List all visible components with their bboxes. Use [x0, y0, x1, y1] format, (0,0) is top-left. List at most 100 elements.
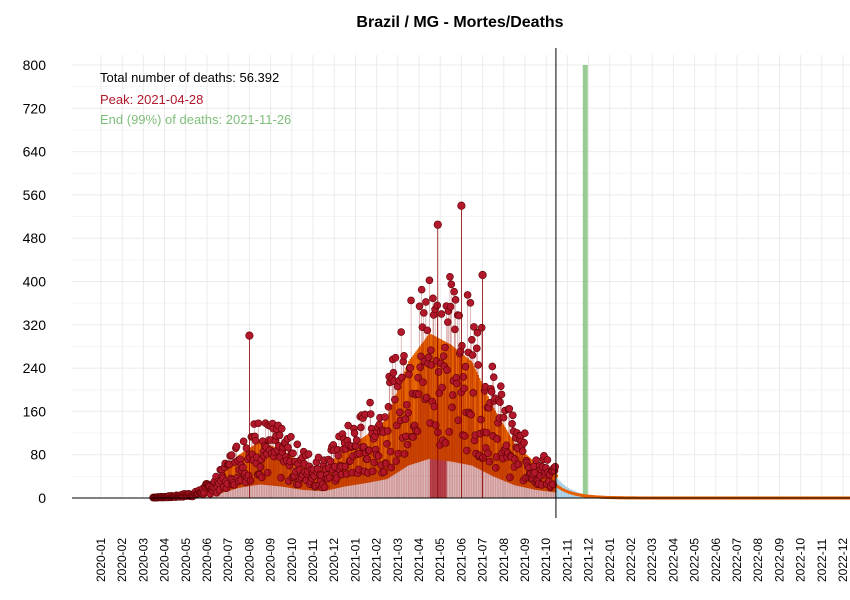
x-tick-label: 2020-09 [264, 538, 278, 582]
daily-point [275, 431, 284, 440]
y-tick-label: 160 [23, 403, 47, 419]
daily-point [397, 328, 405, 336]
daily-point [467, 410, 475, 419]
daily-point [422, 298, 430, 306]
daily-point [474, 361, 482, 369]
daily-point [455, 311, 463, 320]
daily-point [466, 299, 475, 307]
daily-point [461, 362, 470, 371]
daily-point [488, 362, 497, 371]
daily-point [277, 424, 286, 433]
total-deaths-annotation: Total number of deaths: 56.392 [100, 70, 280, 85]
daily-point [433, 301, 442, 310]
x-tick-label: 2021-03 [391, 538, 405, 582]
daily-point [459, 373, 468, 381]
x-tick-label: 2021-01 [348, 538, 362, 582]
daily-point [404, 408, 413, 417]
x-tick-label: 2021-06 [454, 538, 468, 582]
x-tick-label: 2021-05 [433, 538, 447, 582]
daily-point [284, 443, 292, 452]
daily-point [413, 427, 422, 436]
daily-point [485, 457, 494, 466]
x-tick-label: 2020-05 [179, 538, 193, 582]
daily-point [304, 450, 313, 458]
y-tick-label: 640 [23, 144, 47, 160]
daily-point [258, 473, 266, 482]
daily-point [383, 440, 391, 448]
daily-point [451, 325, 459, 334]
daily-point [505, 404, 514, 413]
x-tick-label: 2021-04 [412, 538, 426, 582]
x-tick-label: 2020-01 [94, 538, 108, 582]
daily-point [473, 328, 482, 337]
daily-point [242, 444, 251, 452]
daily-point [439, 352, 448, 361]
daily-point [380, 468, 389, 476]
daily-point [386, 447, 395, 456]
daily-point [518, 447, 527, 456]
daily-point [447, 280, 456, 289]
daily-point [403, 400, 411, 409]
daily-point [352, 436, 361, 444]
y-tick-label: 480 [23, 230, 47, 246]
x-tick-label: 2022-09 [772, 538, 786, 582]
daily-point [415, 390, 423, 398]
daily-point [334, 451, 343, 460]
daily-point [227, 451, 236, 459]
daily-point [468, 335, 476, 344]
daily-point [514, 460, 523, 469]
x-tick-label: 2021-02 [370, 538, 384, 582]
x-tick-label: 2022-02 [624, 538, 638, 582]
daily-point [350, 429, 359, 437]
daily-point [246, 476, 255, 485]
daily-point [489, 373, 498, 382]
daily-point [441, 343, 449, 352]
x-tick-label: 2021-09 [518, 538, 532, 582]
daily-point [395, 408, 404, 417]
x-tick-label: 2020-07 [221, 538, 235, 582]
projection [554, 476, 850, 500]
daily-point [497, 390, 506, 399]
daily-point [493, 435, 502, 443]
notable-point [457, 201, 466, 210]
daily-point [521, 429, 529, 437]
notable-point [478, 270, 487, 280]
x-tick-label: 2021-07 [476, 538, 490, 582]
daily-point [254, 419, 263, 428]
daily-point [425, 276, 434, 285]
daily-point [263, 468, 272, 477]
daily-point [384, 403, 393, 411]
x-tick-label: 2020-06 [200, 538, 214, 582]
x-tick-label: 2022-04 [666, 538, 680, 582]
daily-point [446, 302, 455, 311]
x-tick-label: 2020-10 [285, 538, 299, 582]
daily-point [477, 323, 486, 332]
daily-point [405, 370, 413, 379]
daily-point [419, 309, 428, 317]
daily-point [454, 416, 463, 425]
x-tick-label: 2020-02 [115, 538, 129, 582]
daily-point [509, 411, 517, 420]
daily-point [431, 421, 440, 429]
typical-point [388, 411, 393, 416]
x-tick-label: 2022-01 [603, 538, 617, 582]
daily-point [463, 446, 471, 455]
peak-band [429, 457, 447, 498]
daily-point [251, 436, 260, 445]
daily-point [363, 455, 372, 463]
x-tick-label: 2022-05 [688, 538, 702, 582]
daily-point [423, 326, 432, 335]
daily-point [398, 373, 406, 382]
daily-point [434, 368, 443, 376]
daily-point [506, 473, 514, 482]
daily-point [453, 379, 461, 388]
daily-point [400, 450, 409, 458]
daily-point [287, 432, 295, 441]
daily-point [496, 398, 504, 406]
end-annotation: End (99%) of deaths: 2021-11-26 [100, 112, 292, 127]
daily-point [458, 341, 466, 350]
daily-point [321, 483, 329, 491]
daily-point [460, 432, 469, 440]
daily-point [487, 388, 496, 396]
